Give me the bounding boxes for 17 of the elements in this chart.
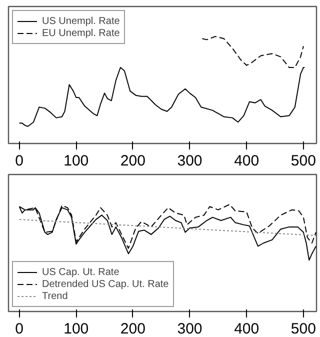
x-tick-label: 100: [64, 320, 89, 337]
legend-label: EU Unempl. Rate: [42, 27, 120, 39]
x-tick-label: 100: [64, 152, 89, 170]
x-tick-label: 500: [290, 152, 316, 170]
x-tick-label: 300: [177, 152, 202, 170]
x-tick-label: 0: [15, 320, 24, 337]
x-tick-label: 400: [234, 152, 260, 170]
x-tick-label: 0: [15, 152, 24, 170]
legend-label: US Cap. Ut. Rate: [42, 266, 120, 278]
x-tick-label: 400: [234, 320, 260, 337]
x-tick-label: 200: [120, 152, 146, 170]
x-tick-label: 200: [120, 320, 146, 337]
x-tick-label: 300: [177, 320, 202, 337]
legend-label: US Unempl. Rate: [42, 15, 120, 27]
x-tick-label: 500: [290, 320, 316, 337]
legend-label: Trend: [42, 290, 68, 302]
legend-label: Detrended US Cap. Ut. Rate: [42, 278, 169, 290]
